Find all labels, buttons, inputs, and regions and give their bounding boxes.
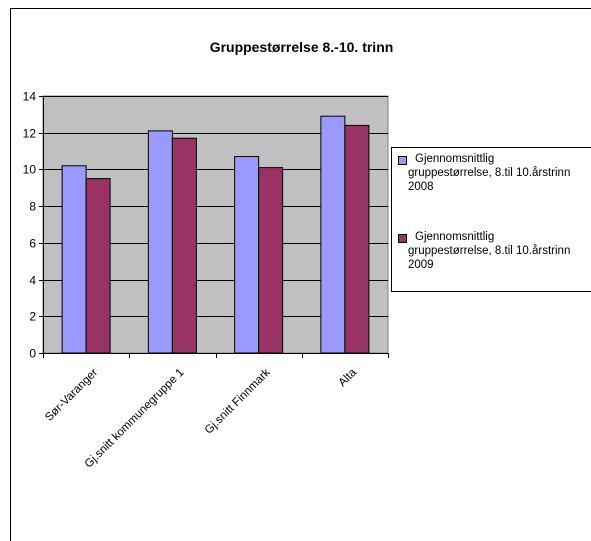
x-tick-label: Gj.snitt kommunegruppe 1 xyxy=(83,367,187,471)
legend-swatch-2008 xyxy=(398,156,407,165)
bar xyxy=(61,165,87,354)
y-tick-label: 6 xyxy=(29,237,36,251)
legend-swatch-2009 xyxy=(398,234,407,243)
chart-legend: Gjennomsnittlig gruppestørrelse, 8.til 1… xyxy=(391,147,591,292)
x-tick-label: Alta xyxy=(336,366,359,389)
y-tick-label: 0 xyxy=(29,347,36,361)
legend-label-2009: Gjennomsnittlig gruppestørrelse, 8.til 1… xyxy=(408,230,570,272)
bar xyxy=(147,130,173,354)
bar xyxy=(171,137,197,354)
legend-label-2008: Gjennomsnittlig gruppestørrelse, 8.til 1… xyxy=(408,152,570,194)
legend-line: Gjennomsnittlig xyxy=(415,153,495,165)
legend-line: gruppestørrelse, 8.til 10.årstrinn xyxy=(408,167,571,179)
legend-line: 2008 xyxy=(408,181,434,193)
legend-line: gruppestørrelse, 8.til 10.årstrinn xyxy=(408,245,571,257)
bar xyxy=(344,124,370,354)
y-tick-label: 10 xyxy=(23,163,37,177)
x-tick-label: Sør-Varanger xyxy=(43,367,100,424)
legend-line: 2009 xyxy=(408,259,434,271)
y-tick-label: 4 xyxy=(29,274,36,288)
bar xyxy=(320,115,346,354)
chart-title: Gruppestørrelse 8.-10. trinn xyxy=(209,39,394,55)
y-tick-label: 12 xyxy=(23,127,37,141)
legend-line: Gjennomsnittlig xyxy=(415,231,495,243)
bar xyxy=(85,178,111,354)
y-tick-label: 2 xyxy=(29,310,36,324)
bar xyxy=(234,156,260,354)
x-tick-label: Gj.snitt Finnmark xyxy=(203,366,273,436)
bar xyxy=(258,167,284,354)
y-tick-label: 8 xyxy=(29,200,36,214)
y-tick-label: 14 xyxy=(23,90,37,104)
